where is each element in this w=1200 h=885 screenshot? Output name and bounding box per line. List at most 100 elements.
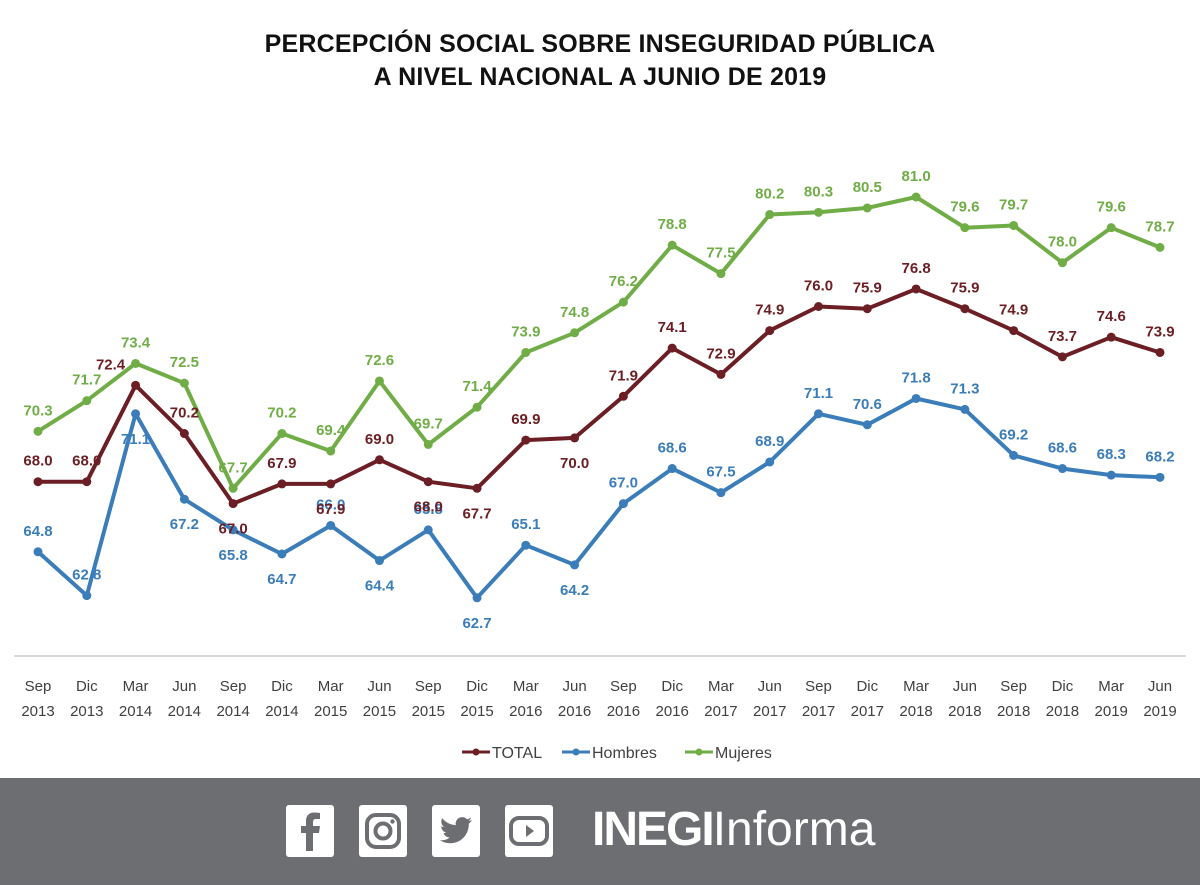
line-chart: Sep 2013 Dic 2013 Mar 2014 Jun 2014 Sep 2014 Dic 20… xyxy=(14,168,1186,762)
x-tick-label-month: Jun xyxy=(953,678,977,695)
data-point-hombres xyxy=(131,409,141,419)
x-tick-label-month: Sep xyxy=(1000,678,1027,695)
data-point-total xyxy=(618,391,628,401)
data-label-total: 67.9 xyxy=(267,455,296,472)
x-tick-label-month: Mar xyxy=(903,678,929,695)
x-tick-label-year: 2018 xyxy=(899,703,932,720)
data-label-total: 68.0 xyxy=(72,453,101,470)
data-point-mujeres xyxy=(1155,242,1165,252)
legend-label-hombres: Hombres xyxy=(592,745,657,762)
data-point-hombres xyxy=(667,464,677,474)
data-label-total: 67.0 xyxy=(219,521,248,538)
data-label-total: 74.9 xyxy=(999,302,1028,319)
x-axis: Sep 2013 Dic 2013 Mar 2014 Jun 2014 Sep 2014 Dic 20… xyxy=(14,655,1186,720)
youtube-icon xyxy=(509,816,549,846)
data-point-total xyxy=(911,284,921,294)
x-tick-label-month: Sep xyxy=(805,678,832,695)
data-point-mujeres xyxy=(716,269,726,279)
facebook-button[interactable] xyxy=(286,805,334,857)
data-point-hombres xyxy=(814,409,824,419)
data-point-total xyxy=(667,343,677,353)
data-point-mujeres xyxy=(472,402,482,412)
data-point-hombres xyxy=(570,560,580,570)
data-label-hombres: 62.8 xyxy=(72,567,101,584)
data-point-mujeres xyxy=(570,328,580,338)
data-label-total: 68.0 xyxy=(414,499,443,516)
x-tick-label-month: Mar xyxy=(318,678,344,695)
data-label-total: 73.7 xyxy=(1048,328,1077,345)
data-label-mujeres: 78.8 xyxy=(658,216,687,233)
data-point-mujeres xyxy=(862,203,872,213)
data-point-total xyxy=(326,479,336,489)
data-point-mujeres xyxy=(960,223,970,233)
data-label-hombres: 71.8 xyxy=(901,369,930,386)
data-point-hombres xyxy=(277,549,287,559)
data-point-hombres xyxy=(326,521,336,530)
data-point-mujeres xyxy=(1057,258,1067,268)
x-tick-label-year: 2015 xyxy=(412,703,445,720)
data-point-mujeres xyxy=(33,426,43,436)
legend-marker-total xyxy=(472,748,480,756)
x-tick-label-month: Mar xyxy=(708,678,734,695)
data-point-hombres xyxy=(1009,450,1019,460)
data-point-mujeres xyxy=(131,358,141,368)
data-label-mujeres: 69.7 xyxy=(414,415,443,432)
x-tick-label-month: Dic xyxy=(271,678,293,695)
youtube-button[interactable] xyxy=(505,805,553,857)
data-point-mujeres xyxy=(423,439,433,449)
data-label-total: 70.2 xyxy=(170,405,199,422)
data-label-hombres: 68.9 xyxy=(755,433,784,450)
legend-marker-mujeres xyxy=(695,748,703,756)
data-label-hombres: 64.7 xyxy=(267,571,296,588)
x-tick-label-month: Sep xyxy=(610,678,637,695)
x-tick-label-year: 2013 xyxy=(70,703,103,720)
data-label-total: 72.4 xyxy=(96,356,126,373)
data-label-mujeres: 80.3 xyxy=(804,183,833,200)
x-tick-label-month: Dic xyxy=(1052,678,1074,695)
data-label-hombres: 68.2 xyxy=(1145,448,1174,465)
data-label-mujeres: 73.4 xyxy=(121,334,151,351)
instagram-button[interactable] xyxy=(359,805,407,857)
data-label-hombres: 67.2 xyxy=(170,516,199,533)
legend-label-total: TOTAL xyxy=(492,745,542,762)
data-label-total: 73.9 xyxy=(1145,323,1174,340)
data-label-mujeres: 72.6 xyxy=(365,352,394,369)
data-label-total: 76.0 xyxy=(804,278,833,295)
x-tick-label-month: Jun xyxy=(563,678,587,695)
x-tick-label-month: Mar xyxy=(123,678,149,695)
x-tick-label-year: 2019 xyxy=(1143,703,1176,720)
data-label-hombres: 64.2 xyxy=(560,582,589,599)
data-label-hombres: 65.8 xyxy=(219,547,248,564)
data-label-mujeres: 80.2 xyxy=(755,186,784,203)
data-point-total xyxy=(131,380,141,390)
x-tick-label-year: 2017 xyxy=(851,703,884,720)
data-label-hombres: 64.8 xyxy=(23,523,52,540)
data-label-hombres: 65.1 xyxy=(511,516,540,533)
data-point-hombres xyxy=(228,525,238,535)
data-point-hombres xyxy=(1057,464,1067,474)
x-tick-label-month: Jun xyxy=(1148,678,1172,695)
x-tick-label-month: Dic xyxy=(466,678,488,695)
chart-title-line2: A NIVEL NACIONAL A JUNIO DE 2019 xyxy=(373,63,827,91)
data-point-hombres xyxy=(862,420,872,430)
data-point-mujeres xyxy=(1106,223,1116,233)
data-label-mujeres: 71.4 xyxy=(462,378,492,395)
data-label-mujeres: 70.3 xyxy=(23,402,52,419)
data-label-total: 69.9 xyxy=(511,411,540,428)
x-tick-label-month: Dic xyxy=(856,678,878,695)
data-label-mujeres: 80.5 xyxy=(853,179,882,196)
x-tick-label-year: 2017 xyxy=(704,703,737,720)
data-point-hombres xyxy=(911,393,921,403)
data-label-hombres: 68.6 xyxy=(658,440,687,457)
data-point-mujeres xyxy=(618,297,628,307)
x-tick-label-year: 2018 xyxy=(1046,703,1079,720)
x-tick-label-year: 2016 xyxy=(655,703,688,720)
data-point-hombres xyxy=(765,457,775,467)
data-label-total: 75.9 xyxy=(950,280,979,297)
data-label-total: 74.6 xyxy=(1097,308,1126,325)
x-tick-label-year: 2016 xyxy=(558,703,591,720)
data-point-mujeres xyxy=(911,192,921,202)
twitter-button[interactable] xyxy=(432,805,480,857)
data-point-hombres xyxy=(33,547,43,557)
data-label-hombres: 70.6 xyxy=(853,396,882,413)
